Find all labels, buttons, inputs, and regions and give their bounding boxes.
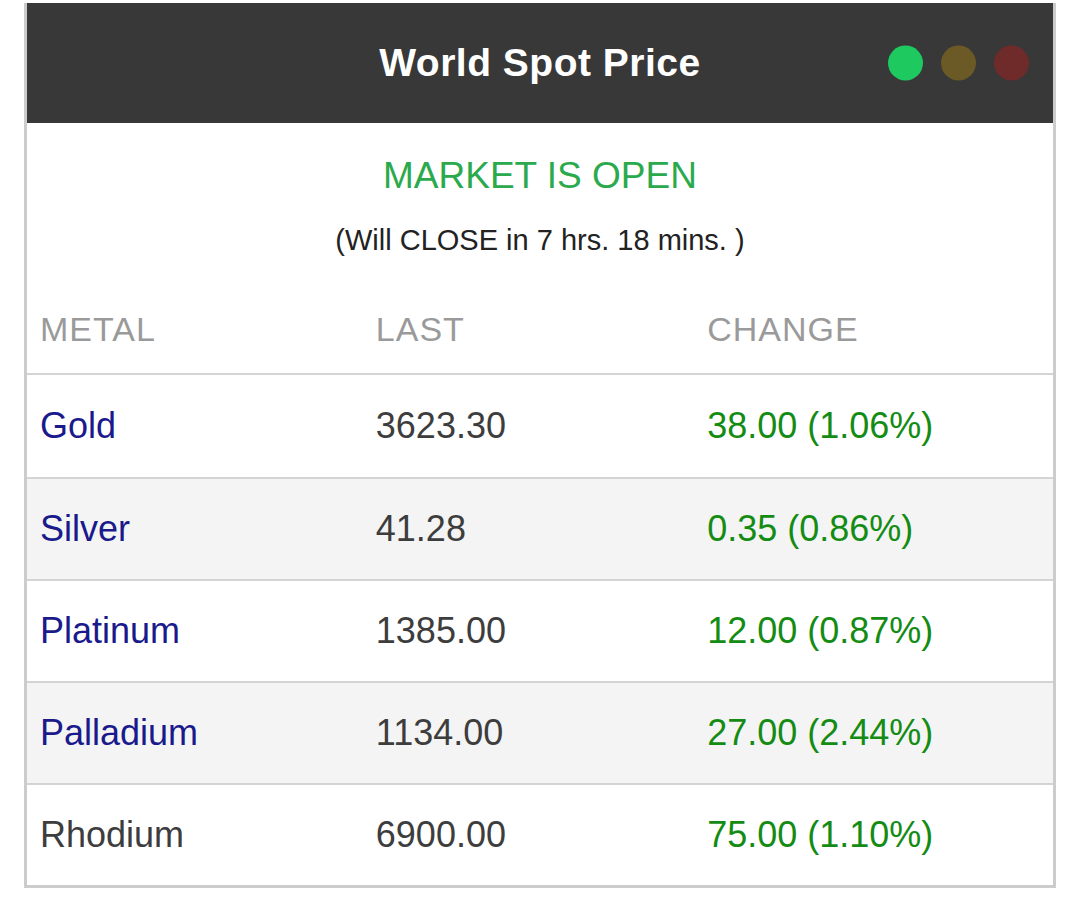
column-header-metal: METAL — [27, 310, 376, 349]
metal-cell: Palladium — [27, 712, 376, 754]
market-neutral-light-icon — [941, 46, 976, 81]
spot-price-table: METAL LAST CHANGE Gold 3623.30 38.00 (1.… — [27, 285, 1053, 885]
metal-name-rhodium: Rhodium — [27, 814, 376, 856]
change-value-palladium: 27.00 (2.44%) — [707, 712, 1053, 754]
metal-link-silver[interactable]: Silver — [40, 508, 130, 549]
market-closed-light-icon — [994, 46, 1029, 81]
market-open-light-icon — [888, 46, 923, 81]
change-value-silver: 0.35 (0.86%) — [707, 508, 1053, 550]
change-value-rhodium: 75.00 (1.10%) — [707, 814, 1053, 856]
table-row-rhodium: Rhodium 6900.00 75.00 (1.10%) — [27, 783, 1053, 885]
world-spot-price-widget: World Spot Price MARKET IS OPEN (Will CL… — [24, 3, 1056, 888]
column-header-last: LAST — [376, 310, 707, 349]
metal-cell: Silver — [27, 508, 376, 550]
widget-title: World Spot Price — [379, 41, 701, 85]
table-row-platinum: Platinum 1385.00 12.00 (0.87%) — [27, 579, 1053, 681]
change-value-gold: 38.00 (1.06%) — [707, 405, 1053, 447]
market-status-lights — [888, 46, 1029, 81]
last-price-platinum: 1385.00 — [376, 610, 707, 652]
last-price-palladium: 1134.00 — [376, 712, 707, 754]
metal-link-gold[interactable]: Gold — [40, 405, 116, 446]
table-row-palladium: Palladium 1134.00 27.00 (2.44%) — [27, 681, 1053, 783]
last-price-silver: 41.28 — [376, 508, 707, 550]
market-close-countdown: (Will CLOSE in 7 hrs. 18 mins. ) — [27, 223, 1053, 258]
last-price-rhodium: 6900.00 — [376, 814, 707, 856]
change-value-platinum: 12.00 (0.87%) — [707, 610, 1053, 652]
last-price-gold: 3623.30 — [376, 405, 707, 447]
market-status-section: MARKET IS OPEN (Will CLOSE in 7 hrs. 18 … — [27, 123, 1053, 285]
widget-header: World Spot Price — [27, 3, 1053, 123]
market-status-text: MARKET IS OPEN — [27, 155, 1053, 198]
table-row-gold: Gold 3623.30 38.00 (1.06%) — [27, 375, 1053, 477]
table-row-silver: Silver 41.28 0.35 (0.86%) — [27, 477, 1053, 579]
metal-cell: Platinum — [27, 610, 376, 652]
column-header-change: CHANGE — [707, 310, 1053, 349]
table-header-row: METAL LAST CHANGE — [27, 285, 1053, 375]
metal-link-platinum[interactable]: Platinum — [40, 610, 180, 651]
metal-link-palladium[interactable]: Palladium — [40, 712, 198, 753]
metal-cell: Gold — [27, 405, 376, 447]
